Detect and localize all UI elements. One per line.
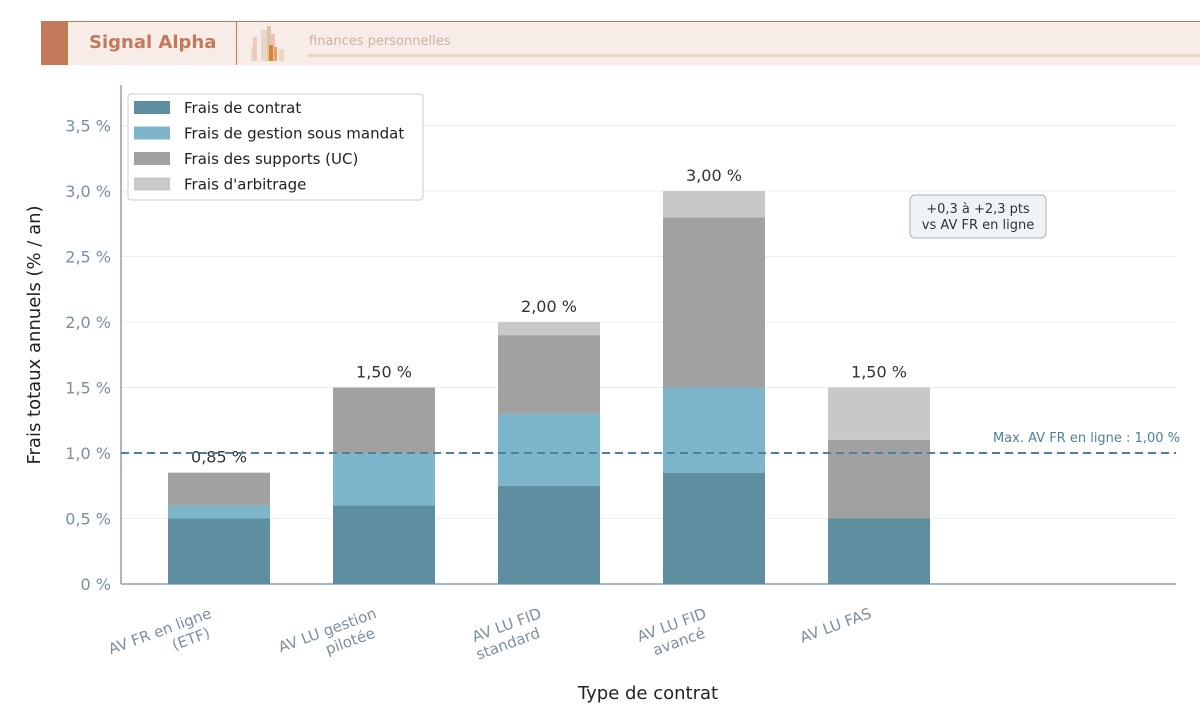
legend-label: Frais de gestion sous mandat bbox=[184, 125, 404, 143]
annotation-text: +0,3 à +2,3 pts bbox=[926, 202, 1030, 217]
tagline-underline bbox=[307, 54, 1200, 57]
bar-segment-1 bbox=[498, 485, 600, 584]
bar-segment-3 bbox=[498, 335, 600, 414]
y-tick-label: 2,5 % bbox=[65, 248, 111, 267]
bar-segment-3 bbox=[828, 439, 930, 519]
bar-segment-3 bbox=[168, 472, 270, 506]
x-axis-title: Type de contrat bbox=[577, 683, 718, 704]
total-label: 2,00 % bbox=[521, 297, 577, 316]
bar-segment-2 bbox=[168, 505, 270, 519]
total-label: 1,50 % bbox=[356, 363, 412, 382]
x-tick-label: AV LU FIDavancé bbox=[635, 604, 715, 663]
legend bbox=[127, 93, 424, 201]
bar-segment-4 bbox=[663, 191, 765, 218]
y-tick-label: 3,0 % bbox=[65, 182, 111, 201]
bar-segment-1 bbox=[663, 472, 765, 584]
y-tick-label: 1,5 % bbox=[65, 379, 111, 398]
y-tick-label: 0 % bbox=[81, 575, 111, 594]
reference-label: Max. AV FR en ligne : 1,00 % bbox=[993, 431, 1180, 446]
bar-segment-2 bbox=[663, 387, 765, 473]
brand-block bbox=[41, 22, 68, 65]
x-tick-label: AV LU FIDstandard bbox=[468, 604, 550, 663]
legend-swatch bbox=[134, 177, 170, 191]
legend-label: Frais des supports (UC) bbox=[184, 150, 358, 168]
annotation-box bbox=[909, 194, 1047, 239]
y-tick-label: 2,0 % bbox=[65, 313, 111, 332]
x-tick-label: AV LU gestionpilotée bbox=[276, 604, 385, 673]
annotation-text: vs AV FR en ligne bbox=[922, 218, 1034, 233]
bars-logo-icon bbox=[251, 26, 284, 61]
y-tick-label: 3,5 % bbox=[65, 117, 111, 136]
y-tick-label: 0,5 % bbox=[65, 510, 111, 529]
bar-segment-1 bbox=[333, 505, 435, 584]
bar-segment-1 bbox=[828, 518, 930, 584]
x-tick-label: AV FR en ligne(ETF) bbox=[106, 604, 220, 675]
header-divider bbox=[236, 22, 237, 65]
brand-name: Signal Alpha bbox=[89, 32, 217, 53]
bar-segment-3 bbox=[663, 217, 765, 388]
total-label: 1,50 % bbox=[851, 363, 907, 382]
tagline: finances personnelles bbox=[309, 34, 451, 49]
bar-segment-4 bbox=[828, 387, 930, 440]
legend-swatch bbox=[134, 101, 170, 114]
legend-swatch bbox=[134, 152, 170, 165]
legend-label: Frais d'arbitrage bbox=[184, 176, 306, 194]
bar-segment-1 bbox=[168, 518, 270, 584]
bar-segment-3 bbox=[333, 387, 435, 453]
legend-label: Frais de contrat bbox=[184, 99, 301, 117]
y-tick-label: 1,0 % bbox=[65, 444, 111, 463]
total-label: 0,85 % bbox=[191, 448, 247, 467]
x-tick-label: AV LU FAS bbox=[797, 604, 873, 646]
legend-swatch bbox=[134, 126, 170, 140]
site-header: Signal Alpha finances personnelles bbox=[41, 21, 1200, 65]
bar-segment-2 bbox=[333, 453, 435, 506]
bar-segment-4 bbox=[498, 322, 600, 336]
total-label: 3,00 % bbox=[686, 166, 742, 185]
y-axis-title: Frais totaux annuels (% / an) bbox=[24, 205, 45, 464]
bar-segment-2 bbox=[498, 413, 600, 486]
